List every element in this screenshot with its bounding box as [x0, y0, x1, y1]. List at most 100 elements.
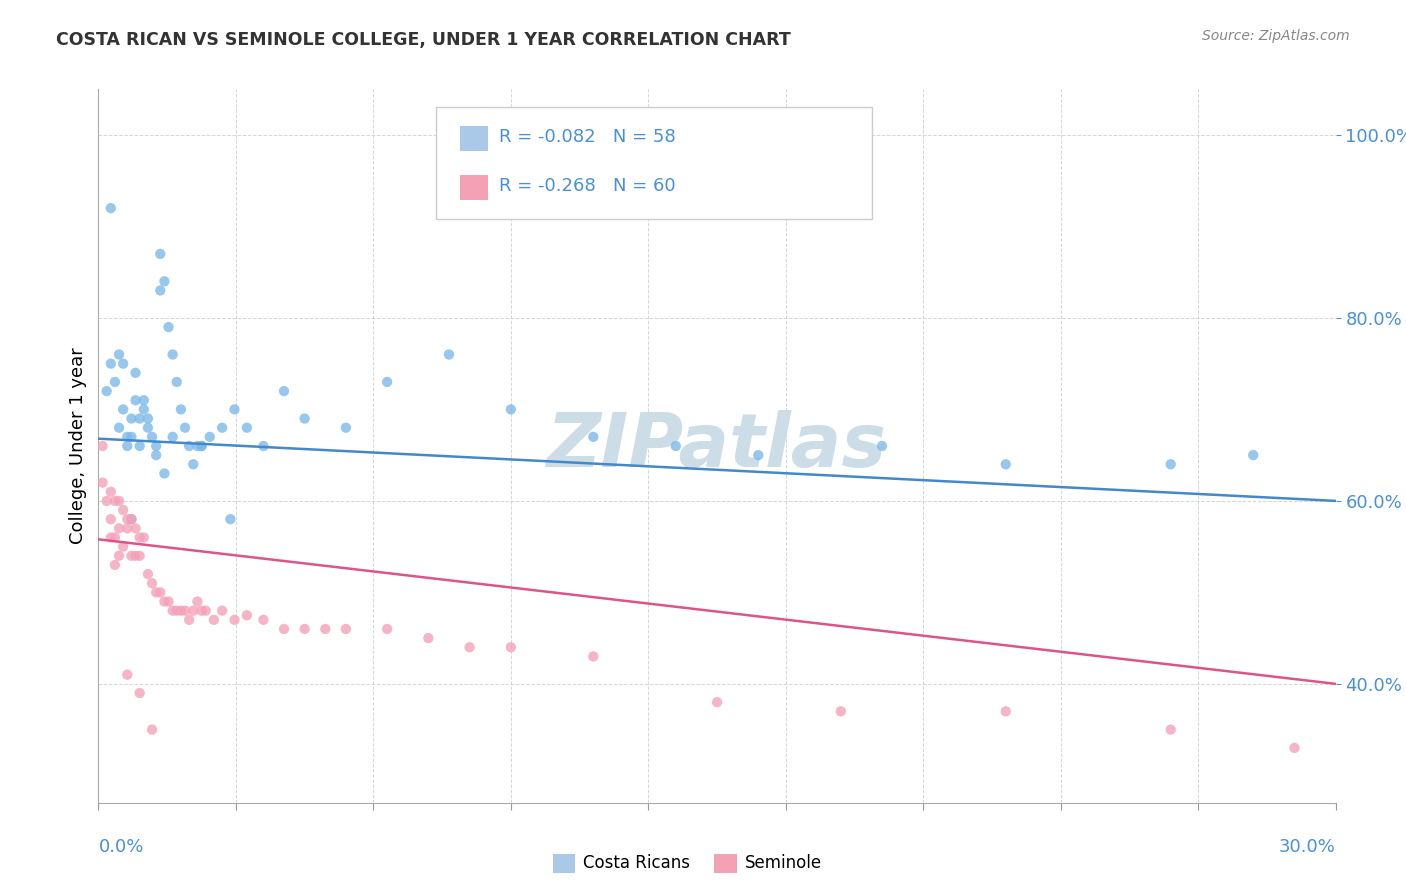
Point: [108, 420, 131, 434]
Text: ZIPatlas: ZIPatlas: [547, 409, 887, 483]
Point: [1241, 448, 1264, 462]
Point: [273, 384, 295, 398]
Point: [181, 604, 204, 618]
Point: [198, 430, 221, 444]
Point: [582, 430, 605, 444]
Point: [582, 649, 605, 664]
Point: [117, 439, 139, 453]
Text: 0.0%: 0.0%: [98, 838, 143, 856]
Point: [117, 512, 139, 526]
Point: [162, 604, 184, 618]
Point: [104, 558, 127, 572]
Point: [706, 695, 728, 709]
Point: [211, 604, 233, 618]
Point: [132, 393, 155, 408]
Point: [665, 439, 688, 453]
Point: [124, 393, 146, 408]
Point: [294, 622, 316, 636]
Point: [335, 420, 357, 434]
Point: [157, 594, 180, 608]
Point: [186, 594, 208, 608]
Point: [112, 402, 135, 417]
Point: [830, 704, 852, 718]
Point: [128, 439, 150, 453]
Point: [132, 402, 155, 417]
Point: [202, 613, 225, 627]
Point: [104, 375, 127, 389]
Point: [499, 402, 522, 417]
Y-axis label: College, Under 1 year: College, Under 1 year: [69, 348, 87, 544]
Point: [100, 484, 122, 499]
Point: [149, 247, 172, 261]
Point: [96, 494, 118, 508]
Point: [190, 439, 212, 453]
Point: [224, 613, 246, 627]
Point: [104, 531, 127, 545]
Point: [100, 512, 122, 526]
Point: [437, 347, 460, 361]
Point: [104, 494, 127, 508]
Point: [314, 622, 336, 636]
Point: [149, 585, 172, 599]
Text: R = -0.082   N = 58: R = -0.082 N = 58: [499, 128, 676, 146]
Point: [124, 549, 146, 563]
Point: [128, 531, 150, 545]
Point: [273, 622, 295, 636]
Point: [91, 475, 114, 490]
Point: [375, 622, 398, 636]
Point: [108, 521, 131, 535]
Point: [747, 448, 769, 462]
Point: [120, 430, 142, 444]
Point: [120, 512, 142, 526]
Point: [174, 604, 197, 618]
Point: [499, 640, 522, 655]
Point: [170, 402, 193, 417]
Point: [117, 667, 139, 681]
Point: [194, 604, 217, 618]
Point: [120, 549, 142, 563]
Point: [112, 503, 135, 517]
Point: [128, 411, 150, 425]
Point: [100, 531, 122, 545]
Point: [120, 512, 142, 526]
Point: [335, 622, 357, 636]
Point: [136, 567, 159, 582]
Point: [162, 347, 184, 361]
Text: COSTA RICAN VS SEMINOLE COLLEGE, UNDER 1 YEAR CORRELATION CHART: COSTA RICAN VS SEMINOLE COLLEGE, UNDER 1…: [56, 31, 792, 49]
Point: [179, 439, 201, 453]
Point: [211, 420, 233, 434]
Point: [124, 521, 146, 535]
Point: [252, 439, 274, 453]
Text: R = -0.268   N = 60: R = -0.268 N = 60: [499, 178, 676, 195]
Point: [108, 494, 131, 508]
Point: [117, 521, 139, 535]
Point: [112, 357, 135, 371]
Point: [108, 347, 131, 361]
Point: [236, 608, 259, 623]
Point: [112, 540, 135, 554]
Point: [170, 604, 193, 618]
Point: [128, 549, 150, 563]
Point: [166, 604, 188, 618]
Point: [145, 448, 167, 462]
Point: [994, 458, 1017, 472]
Point: [96, 384, 118, 398]
Point: [132, 531, 155, 545]
Point: [181, 458, 204, 472]
Point: [224, 402, 246, 417]
Point: [458, 640, 481, 655]
Point: [252, 613, 274, 627]
Text: Costa Ricans: Costa Ricans: [583, 854, 690, 871]
Point: [186, 439, 208, 453]
Point: [174, 420, 197, 434]
Text: Source: ZipAtlas.com: Source: ZipAtlas.com: [1202, 29, 1350, 43]
Point: [418, 631, 440, 645]
Point: [120, 411, 142, 425]
Point: [190, 439, 212, 453]
Text: 30.0%: 30.0%: [1279, 838, 1336, 856]
Point: [1160, 458, 1182, 472]
Point: [1160, 723, 1182, 737]
Point: [179, 613, 201, 627]
Point: [141, 576, 163, 591]
Point: [375, 375, 398, 389]
